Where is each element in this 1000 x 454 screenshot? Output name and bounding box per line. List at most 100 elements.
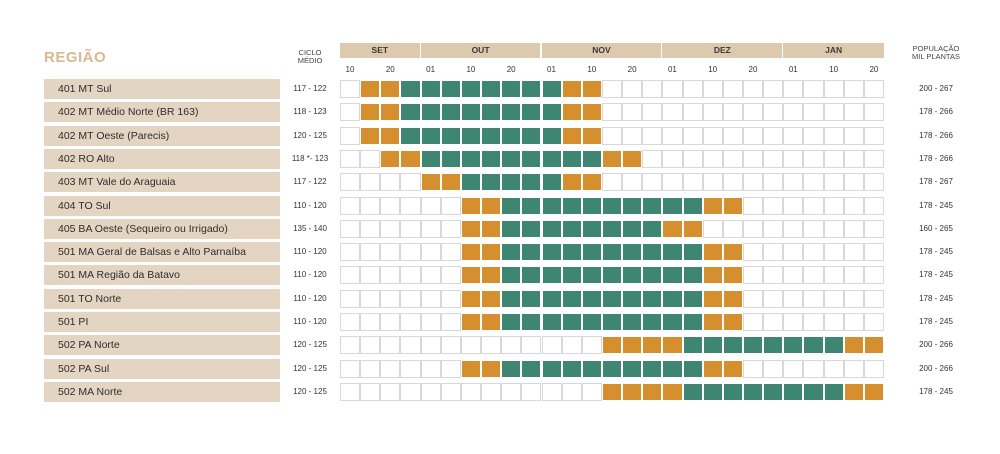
- empty-cell: [763, 80, 784, 98]
- population-value: 178 - 267: [919, 177, 953, 187]
- green-window-cell: [743, 382, 764, 401]
- empty-cell: [400, 336, 421, 355]
- empty-cell: [360, 196, 381, 215]
- empty-cell: [783, 243, 804, 262]
- ciclo-value: 110 - 120: [293, 247, 327, 257]
- orange-window-cell: [360, 80, 381, 98]
- empty-cell: [400, 173, 421, 192]
- day-tick: 01: [667, 65, 677, 74]
- empty-cell: [642, 149, 663, 168]
- empty-cell: [360, 219, 381, 238]
- green-window-cell: [682, 243, 703, 262]
- empty-cell: [340, 382, 361, 401]
- empty-cell: [702, 219, 723, 238]
- population-value: 178 - 266: [919, 153, 953, 163]
- green-window-cell: [702, 382, 723, 401]
- region-label: 402 MT Oeste (Parecis): [44, 125, 280, 146]
- green-window-cell: [662, 243, 683, 262]
- green-window-cell: [682, 382, 703, 401]
- day-tick: 10: [708, 65, 718, 74]
- empty-cell: [803, 126, 824, 145]
- green-window-cell: [601, 196, 623, 215]
- empty-cell: [783, 196, 804, 215]
- empty-cell: [743, 149, 764, 168]
- empty-cell: [843, 359, 864, 378]
- orange-window-cell: [380, 103, 401, 122]
- green-window-cell: [702, 336, 723, 355]
- orange-window-cell: [722, 266, 743, 285]
- empty-cell: [763, 359, 784, 378]
- ciclo-value: 110 - 120: [293, 270, 327, 280]
- green-window-cell: [642, 219, 663, 238]
- orange-window-cell: [581, 103, 602, 122]
- pop-header-line1: POPULAÇÃO: [912, 44, 960, 53]
- empty-cell: [763, 126, 784, 145]
- empty-cell: [783, 219, 804, 238]
- orange-window-cell: [702, 313, 723, 331]
- orange-window-cell: [662, 382, 683, 401]
- empty-cell: [622, 126, 643, 145]
- green-window-cell: [481, 126, 502, 145]
- empty-cell: [843, 219, 864, 238]
- green-window-cell: [581, 196, 602, 215]
- empty-cell: [722, 149, 743, 168]
- empty-cell: [743, 103, 764, 122]
- orange-window-cell: [460, 196, 482, 215]
- empty-cell: [340, 359, 361, 378]
- empty-cell: [340, 196, 361, 215]
- empty-cell: [843, 313, 864, 331]
- day-tick: 10: [829, 65, 839, 74]
- ciclo-value: 120 - 125: [293, 363, 327, 373]
- empty-cell: [763, 173, 784, 192]
- empty-cell: [420, 243, 441, 262]
- day-tick: 10: [587, 65, 597, 74]
- empty-cell: [803, 359, 824, 378]
- orange-window-cell: [662, 336, 683, 355]
- empty-cell: [783, 126, 804, 145]
- green-window-cell: [662, 266, 683, 285]
- green-window-cell: [521, 196, 542, 215]
- ciclo-value: 110 - 120: [293, 200, 327, 210]
- green-window-cell: [460, 149, 482, 168]
- green-window-cell: [420, 80, 441, 98]
- green-window-cell: [561, 313, 582, 331]
- green-window-cell: [460, 126, 482, 145]
- empty-cell: [763, 149, 784, 168]
- empty-cell: [843, 126, 864, 145]
- green-window-cell: [622, 313, 643, 331]
- orange-window-cell: [561, 80, 582, 98]
- green-window-cell: [561, 243, 582, 262]
- empty-cell: [380, 382, 401, 401]
- green-window-cell: [601, 243, 623, 262]
- empty-cell: [400, 196, 421, 215]
- empty-cell: [541, 382, 562, 401]
- empty-cell: [823, 103, 844, 122]
- orange-window-cell: [561, 173, 582, 192]
- empty-cell: [340, 336, 361, 355]
- green-window-cell: [763, 336, 784, 355]
- empty-cell: [400, 243, 421, 262]
- green-window-cell: [763, 382, 784, 401]
- empty-cell: [360, 149, 381, 168]
- green-window-cell: [622, 243, 643, 262]
- orange-window-cell: [863, 382, 885, 401]
- empty-cell: [783, 173, 804, 192]
- population-value: 200 - 266: [919, 340, 953, 350]
- green-window-cell: [440, 80, 461, 98]
- orange-window-cell: [642, 336, 663, 355]
- empty-cell: [662, 126, 683, 145]
- empty-cell: [863, 80, 885, 98]
- empty-cell: [722, 173, 743, 192]
- day-tick: 20: [627, 65, 637, 74]
- day-tick: 01: [788, 65, 798, 74]
- orange-window-cell: [622, 382, 643, 401]
- green-window-cell: [541, 80, 562, 98]
- green-window-cell: [420, 149, 441, 168]
- green-window-cell: [481, 149, 502, 168]
- empty-cell: [601, 126, 623, 145]
- green-window-cell: [642, 196, 663, 215]
- orange-window-cell: [702, 266, 723, 285]
- orange-window-cell: [581, 80, 602, 98]
- green-window-cell: [460, 80, 482, 98]
